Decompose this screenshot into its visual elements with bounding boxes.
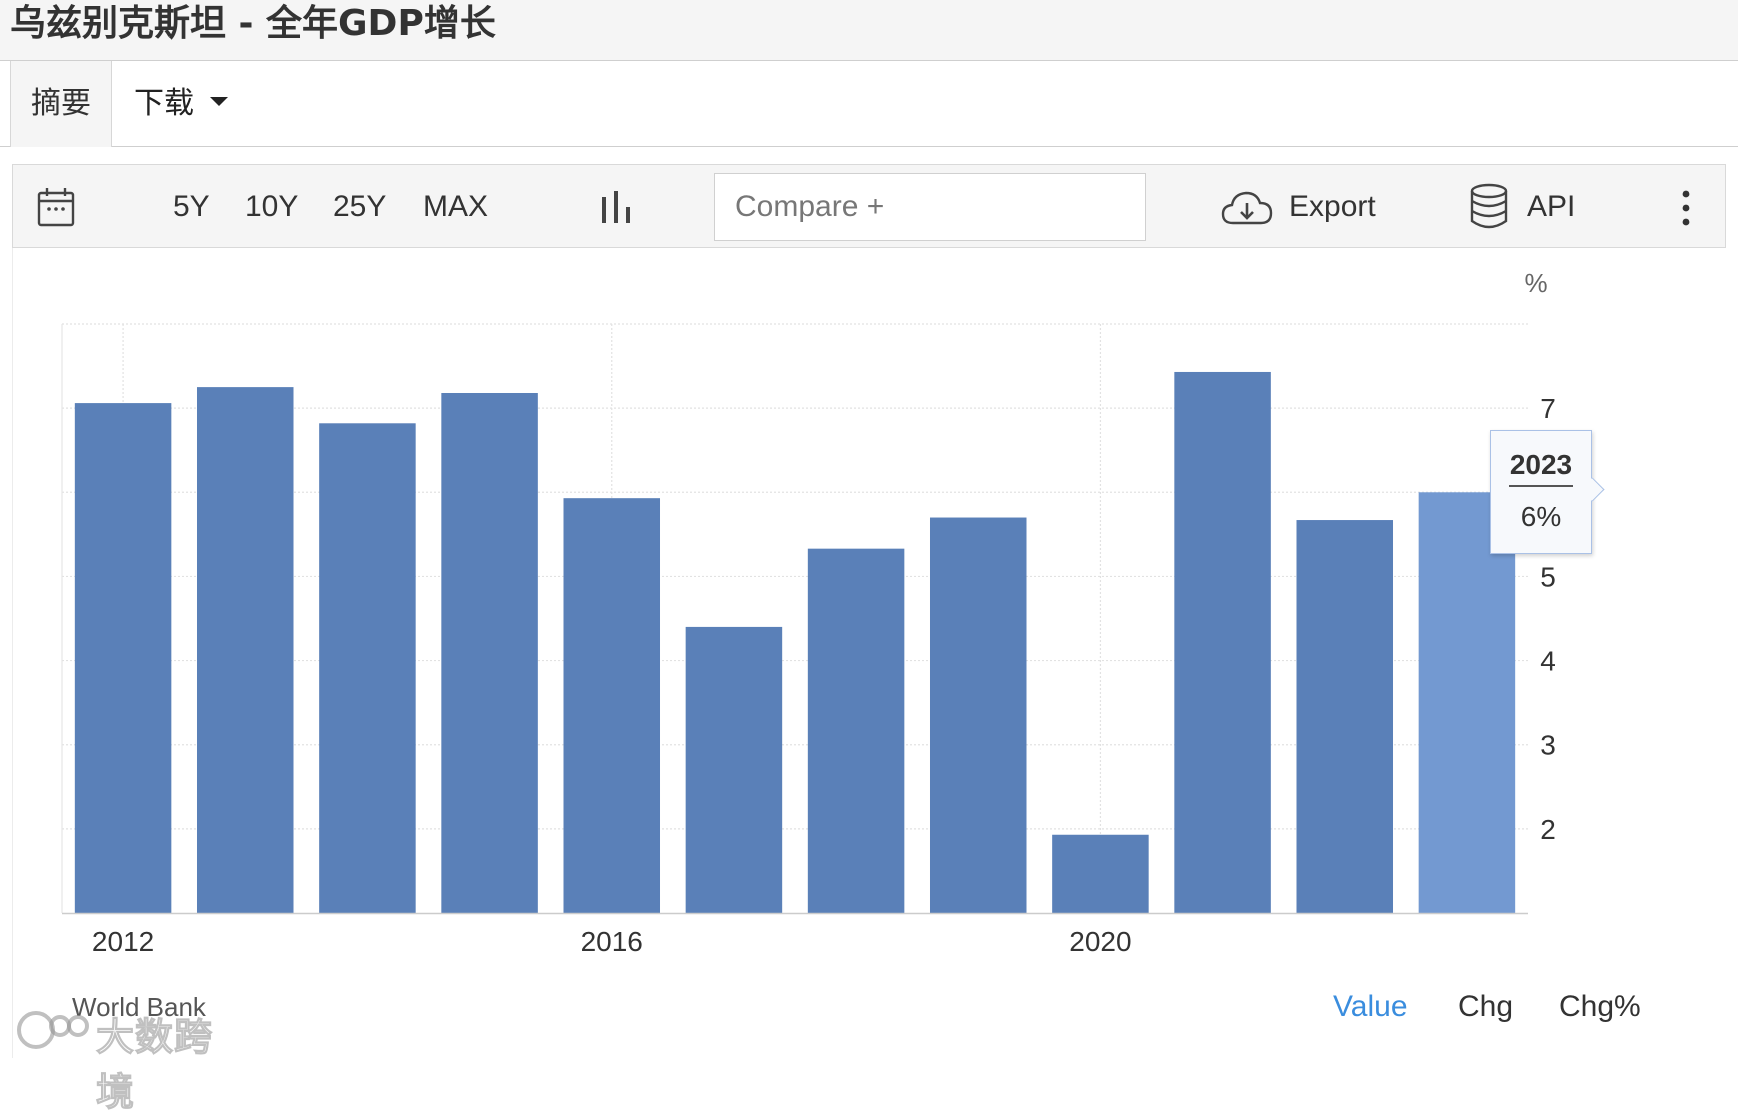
bar-2022	[1296, 520, 1394, 913]
y-tick-label: 4	[1540, 646, 1556, 677]
download-label: 下载	[134, 86, 194, 121]
title-bar: 乌兹别克斯坦 - 全年GDP增长	[0, 0, 1738, 61]
bar-2012	[74, 403, 172, 913]
calendar-icon[interactable]	[37, 187, 75, 227]
chart-tooltip: 2023 6%	[1490, 430, 1592, 554]
mode-chg-percent-link[interactable]: Chg%	[1559, 990, 1641, 1023]
bar-2021	[1174, 371, 1271, 913]
api-button[interactable]: API	[1527, 190, 1576, 223]
tab-summary[interactable]: 摘要	[10, 61, 112, 147]
range-max-button[interactable]: MAX	[423, 190, 489, 223]
compare-input[interactable]	[714, 173, 1146, 241]
bar-2019	[929, 517, 1027, 913]
mode-chg-link[interactable]: Chg	[1458, 990, 1514, 1023]
bar-2016	[563, 498, 661, 913]
y-tick-label: 3	[1540, 730, 1556, 761]
bar-2018	[807, 548, 905, 913]
tooltip-year: 2023	[1509, 449, 1573, 487]
tab-bar: 摘要 下载	[0, 61, 1738, 147]
mode-value-link[interactable]: Value	[1333, 990, 1408, 1023]
bar-2023	[1418, 492, 1516, 913]
page-title: 乌兹别克斯坦 - 全年GDP增长	[10, 3, 496, 44]
y-tick-label: 2	[1540, 814, 1556, 845]
bar-chart-icon[interactable]	[598, 189, 634, 225]
x-tick-label: 2016	[581, 926, 643, 957]
watermark: 大数跨境	[14, 1006, 234, 1115]
database-icon[interactable]	[1469, 183, 1509, 229]
range-5y-button[interactable]: 5Y	[173, 190, 210, 223]
tooltip-value: 6%	[1520, 501, 1562, 532]
bar-2014	[319, 423, 416, 913]
y-unit-label: %	[1524, 268, 1547, 298]
source-label: World Bank	[72, 992, 206, 1022]
cloud-download-icon[interactable]	[1221, 189, 1273, 227]
bar-2013	[196, 387, 294, 913]
range-10y-button[interactable]: 10Y	[245, 190, 299, 223]
range-25y-button[interactable]: 25Y	[333, 190, 387, 223]
caret-down-icon	[210, 97, 228, 106]
watermark-logo-icon	[17, 1011, 89, 1049]
bar-2017	[685, 626, 783, 913]
bar-2015	[441, 392, 538, 913]
x-tick-label: 2012	[92, 926, 154, 957]
chart-toolbar: 5Y 10Y 25Y MAX Export API	[12, 164, 1726, 248]
x-tick-label: 2020	[1069, 926, 1131, 957]
more-vertical-icon[interactable]	[1679, 189, 1693, 227]
export-button[interactable]: Export	[1289, 190, 1376, 223]
y-tick-label: 7	[1540, 393, 1556, 424]
bar-2020	[1052, 834, 1149, 913]
download-menu[interactable]: 下载	[134, 61, 228, 147]
watermark-text: 大数跨境	[96, 1015, 214, 1115]
y-tick-label: 5	[1540, 561, 1556, 592]
